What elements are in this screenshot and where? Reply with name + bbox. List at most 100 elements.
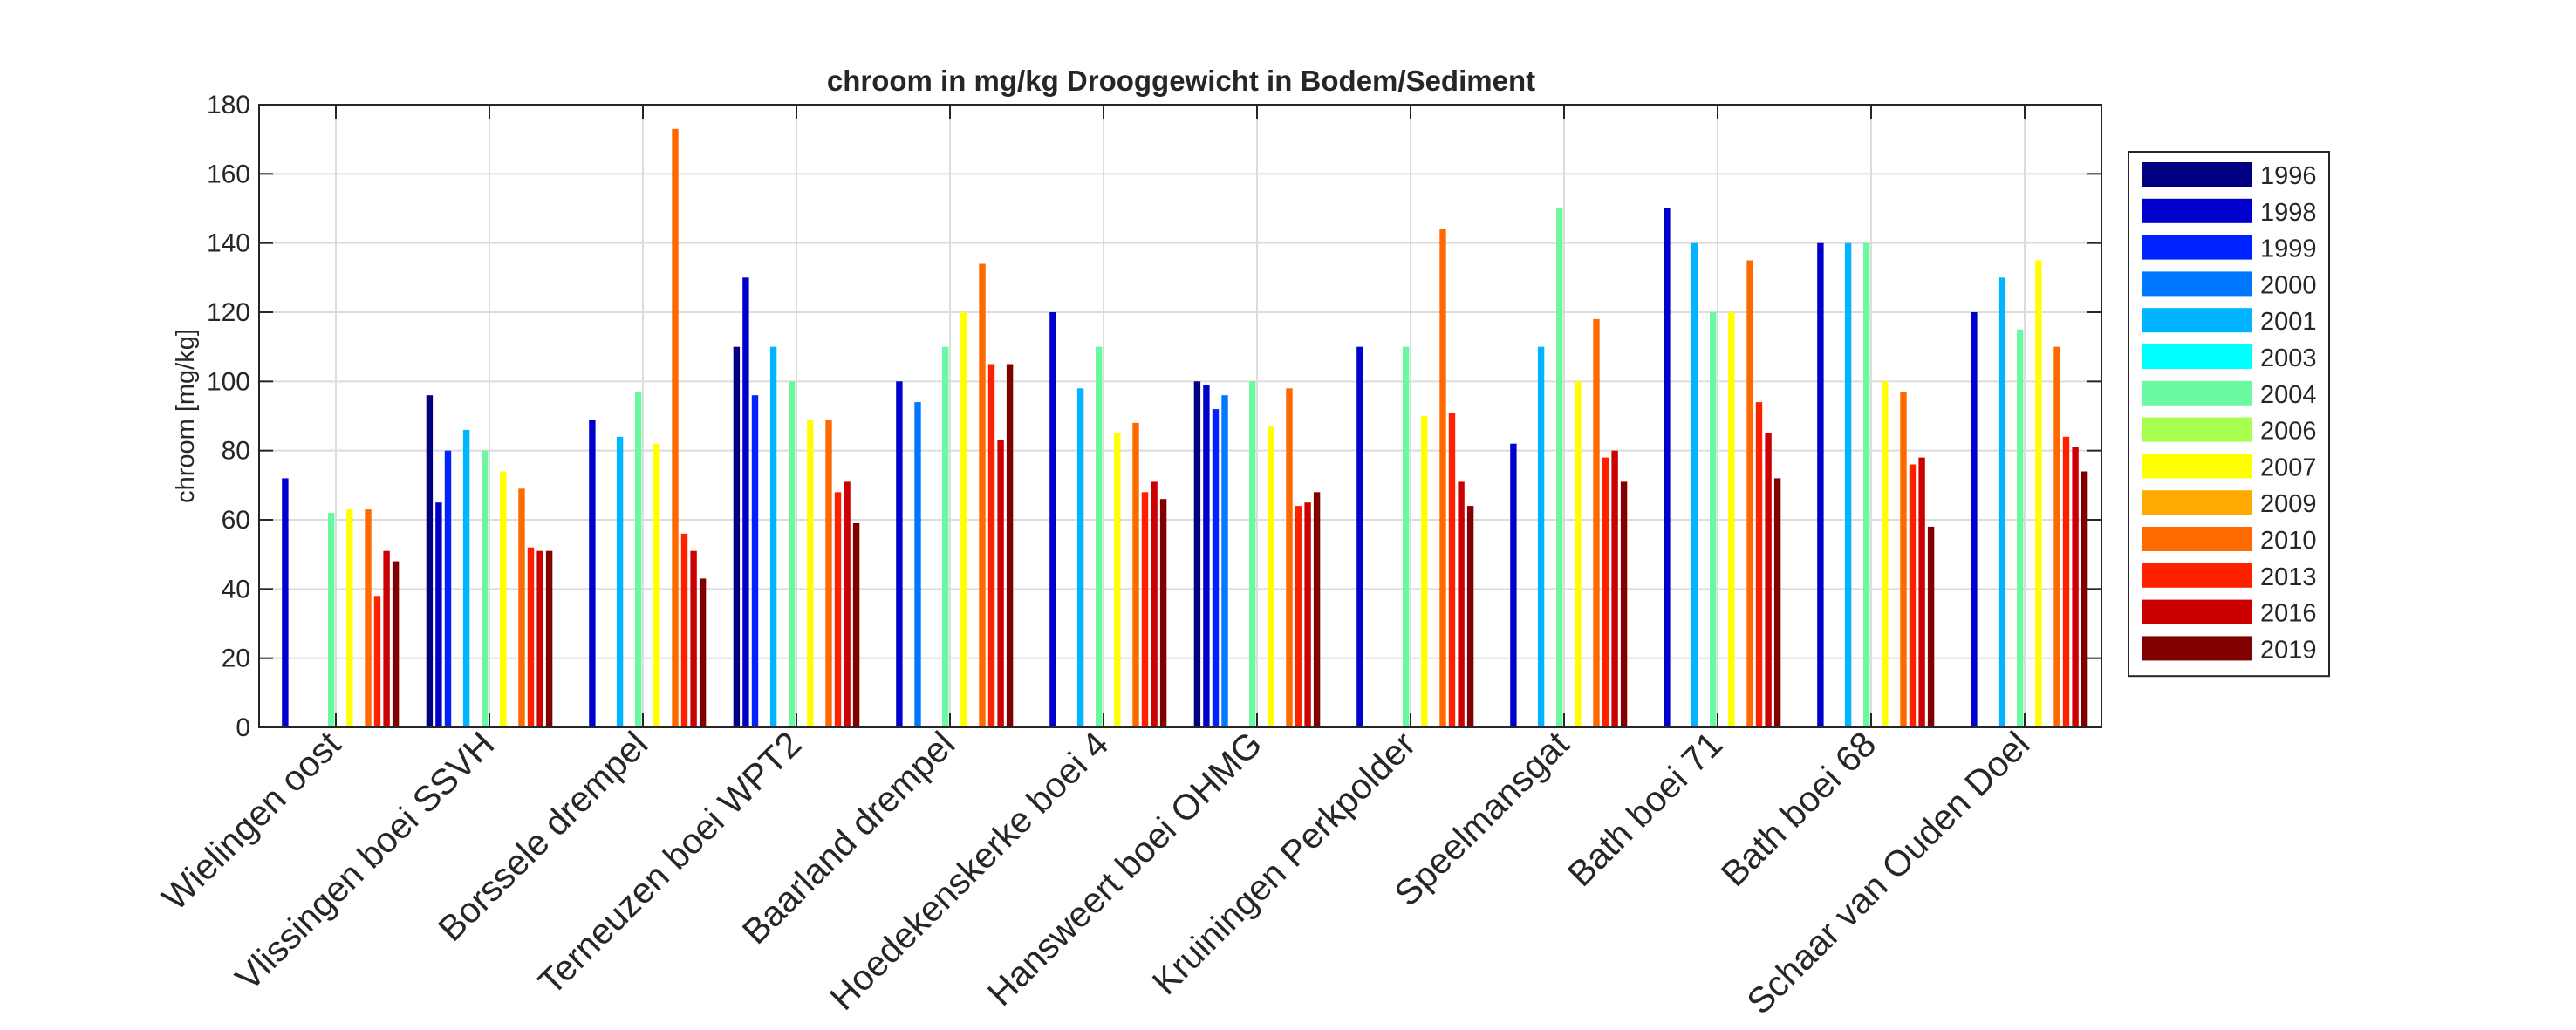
- bar-1999: [1212, 409, 1220, 727]
- bar-2004: [2017, 329, 2024, 727]
- y-tick-label: 100: [207, 367, 250, 396]
- bar-2000: [1221, 395, 1228, 727]
- bar-1996: [733, 346, 741, 727]
- bar-2010: [1286, 388, 1293, 727]
- legend-label: 2004: [2260, 381, 2317, 409]
- bar-2000: [914, 402, 921, 727]
- bar-1998: [589, 420, 596, 727]
- legend-swatch: [2142, 490, 2252, 515]
- legend-box: [2128, 151, 2330, 678]
- bar-2013: [680, 533, 688, 727]
- bar-2019: [392, 561, 400, 727]
- bar-2010: [2053, 346, 2060, 727]
- bar-1998: [896, 381, 903, 727]
- legend: 1996 1998 1999 2000 2001 2003 2004 2006 2007 2009…: [2128, 151, 2330, 678]
- axis-ticks: [259, 104, 2101, 728]
- x-tick-label: Hansweert boei OHMG: [980, 724, 1269, 1013]
- legend-label: 1996: [2260, 162, 2317, 190]
- bar-2019: [1313, 492, 1321, 727]
- x-tick-label: Bath boei 71: [1560, 724, 1730, 894]
- bar-2016: [1304, 502, 1311, 727]
- bar-2010: [1132, 422, 1139, 727]
- legend-label: 2009: [2260, 490, 2317, 518]
- bar-2013: [527, 547, 535, 727]
- bar-2010: [518, 488, 525, 727]
- x-tick-label: Terneuzen boei WPT2: [530, 724, 809, 1002]
- bar-2019: [699, 578, 707, 727]
- bar-2016: [1611, 450, 1618, 727]
- y-tick-labels: 0 20 40 60 80 100 120 140 160 180: [207, 91, 250, 742]
- bar-2001: [462, 429, 470, 727]
- legend-swatch: [2142, 454, 2252, 479]
- bar-2019: [1006, 364, 1014, 727]
- legend-label: 2013: [2260, 563, 2317, 591]
- y-tick-label: 40: [222, 575, 250, 604]
- legend-label: 2019: [2260, 636, 2317, 664]
- bar-1996: [426, 395, 434, 727]
- bars: [282, 128, 2088, 728]
- bar-2016: [997, 440, 1004, 727]
- bar-2013: [2062, 436, 2070, 727]
- bar-2016: [1458, 481, 1465, 727]
- legend-swatch: [2142, 563, 2252, 588]
- legend-swatch: [2142, 344, 2252, 369]
- bar-2004: [482, 450, 489, 727]
- bar-2010: [825, 420, 832, 727]
- bar-2013: [987, 364, 995, 727]
- legend-label: 2001: [2260, 308, 2317, 336]
- bar-2019: [1773, 478, 1781, 727]
- chart-title: chroom in mg/kg Drooggewicht in Bodem/Se…: [827, 65, 1535, 97]
- x-tick-label: Bath boei 68: [1713, 724, 1883, 894]
- legend-swatch: [2142, 599, 2252, 624]
- legend-swatch: [2142, 162, 2252, 187]
- bar-2019: [1466, 506, 1474, 727]
- bar-2019: [1159, 499, 1167, 727]
- bar-2019: [1620, 481, 1628, 727]
- legend-swatch: [2142, 636, 2252, 661]
- bar-1998: [1356, 346, 1363, 727]
- bar-2013: [1909, 464, 1917, 727]
- bar-2019: [1927, 526, 1935, 727]
- legend-label: 2016: [2260, 600, 2317, 628]
- x-tick-label: Vlissingen boei SSVH: [228, 724, 502, 999]
- bar-1998: [282, 478, 289, 727]
- legend-label: 1998: [2260, 199, 2317, 227]
- bar-1998: [1664, 208, 1671, 727]
- bar-2010: [672, 128, 679, 728]
- bar-2007: [1268, 426, 1274, 727]
- bar-2001: [1844, 242, 1852, 727]
- bar-1998: [1049, 312, 1056, 727]
- bar-2013: [1141, 492, 1149, 727]
- bar-2004: [1096, 346, 1103, 727]
- y-axis-label: chroom [mg/kg]: [172, 329, 200, 503]
- bar-2010: [979, 263, 986, 727]
- legend-label: 2003: [2260, 344, 2317, 372]
- bar-2004: [1249, 381, 1256, 727]
- legend-label: 2000: [2260, 271, 2317, 299]
- x-tick-label: Kruiningen Perkpolder: [1145, 724, 1423, 1002]
- bar-2016: [1765, 433, 1772, 727]
- bar-2019: [545, 550, 553, 727]
- x-tick-label: Schaar van Ouden Doel: [1739, 724, 2037, 1022]
- bar-2004: [1710, 312, 1717, 727]
- y-tick-label: 60: [222, 506, 250, 535]
- legend-swatch: [2142, 417, 2252, 442]
- bar-2010: [1593, 318, 1600, 727]
- bar-2001: [1998, 277, 2005, 727]
- plot-area-frame: [258, 104, 2102, 728]
- bar-2007: [653, 443, 660, 727]
- bar-2004: [1556, 208, 1563, 727]
- bar-2007: [500, 471, 507, 727]
- bar-2019: [2081, 471, 2088, 727]
- y-tick-label: 180: [207, 91, 250, 119]
- x-tick-label: Hoedekenskerke boei 4: [822, 724, 1116, 1018]
- bar-1999: [751, 395, 759, 727]
- legend-label: 2007: [2260, 454, 2317, 481]
- bar-2007: [1882, 381, 1889, 727]
- bar-2007: [960, 312, 967, 727]
- bar-2013: [1448, 413, 1456, 727]
- legend-swatch: [2142, 527, 2252, 551]
- bar-2016: [1151, 481, 1158, 727]
- bar-2016: [1918, 457, 1925, 727]
